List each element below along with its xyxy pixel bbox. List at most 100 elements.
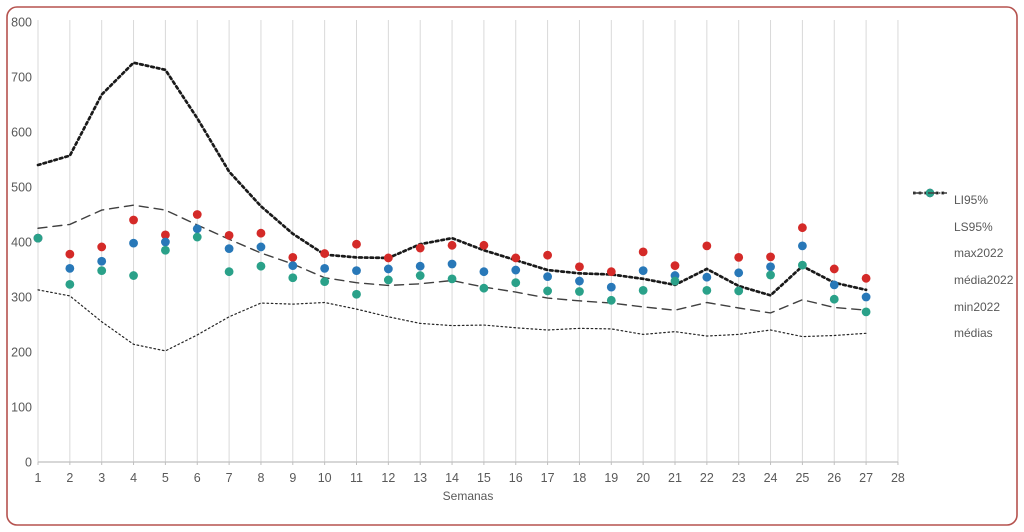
legend: LI95% LS95% max2022 média2022 min2022 médias bbox=[912, 187, 1013, 347]
x-tick-label: 26 bbox=[827, 471, 841, 485]
point-min2022 bbox=[479, 283, 489, 293]
y-tick-label: 400 bbox=[11, 236, 32, 250]
point-max2022 bbox=[702, 241, 712, 251]
point-min2022 bbox=[511, 278, 521, 288]
y-tick-label: 200 bbox=[11, 346, 32, 360]
legend-label: LS95% bbox=[954, 219, 993, 234]
point-max2022 bbox=[861, 273, 871, 283]
x-tick-label: 22 bbox=[700, 471, 714, 485]
series-line-LS95% bbox=[36, 61, 868, 297]
x-tick-label: 11 bbox=[350, 471, 363, 485]
point-média2022 bbox=[798, 241, 807, 251]
point-média2022 bbox=[511, 265, 521, 275]
point-min2022 bbox=[161, 245, 170, 255]
point-min2022 bbox=[65, 279, 75, 289]
point-min2022 bbox=[129, 271, 138, 280]
point-média2022 bbox=[575, 276, 584, 286]
point-min2022 bbox=[766, 270, 775, 280]
point-min2022 bbox=[638, 286, 648, 295]
point-média2022 bbox=[97, 256, 107, 266]
point-min2022 bbox=[798, 260, 807, 270]
y-tick-label: 100 bbox=[11, 401, 32, 415]
point-média2022 bbox=[224, 244, 234, 254]
point-max2022 bbox=[383, 253, 393, 263]
point-média2022 bbox=[320, 264, 330, 273]
y-tick-label: 500 bbox=[11, 181, 32, 195]
x-axis-title: Semanas bbox=[442, 489, 494, 503]
x-tick-label: 7 bbox=[226, 471, 233, 485]
point-min2022 bbox=[447, 274, 457, 284]
x-tick-label: 10 bbox=[318, 471, 332, 485]
x-tick-label: 4 bbox=[130, 471, 137, 485]
x-tick-label: 15 bbox=[477, 471, 491, 485]
point-média2022 bbox=[129, 238, 138, 248]
point-média2022 bbox=[383, 264, 393, 274]
x-tick-label: 16 bbox=[509, 471, 523, 485]
x-tick-label: 25 bbox=[795, 471, 809, 485]
point-min2022 bbox=[288, 273, 298, 283]
point-max2022 bbox=[575, 262, 584, 272]
point-min2022 bbox=[33, 233, 43, 243]
point-min2022 bbox=[606, 295, 616, 305]
point-min2022 bbox=[383, 275, 393, 285]
point-média2022 bbox=[415, 261, 425, 271]
legend-item-média2022: média2022 bbox=[912, 188, 1013, 294]
point-min2022 bbox=[702, 286, 712, 295]
point-média2022 bbox=[606, 282, 616, 292]
x-tick-label: 21 bbox=[668, 471, 682, 485]
x-tick-label: 5 bbox=[162, 471, 169, 485]
point-média2022 bbox=[161, 237, 170, 247]
point-max2022 bbox=[829, 264, 839, 274]
series-line-médias bbox=[37, 204, 867, 314]
x-tick-label: 3 bbox=[98, 471, 105, 485]
y-tick-label: 800 bbox=[11, 16, 32, 30]
point-max2022 bbox=[320, 249, 330, 258]
x-tick-label: 17 bbox=[541, 471, 555, 485]
point-média2022 bbox=[479, 267, 489, 277]
y-tick-label: 700 bbox=[11, 71, 32, 85]
point-max2022 bbox=[670, 261, 680, 271]
point-média2022 bbox=[447, 259, 457, 269]
point-média2022 bbox=[638, 266, 648, 275]
point-média2022 bbox=[829, 280, 839, 290]
x-tick-label: 28 bbox=[891, 471, 905, 485]
point-média2022 bbox=[288, 261, 298, 271]
point-max2022 bbox=[161, 230, 170, 240]
point-min2022 bbox=[829, 294, 839, 304]
x-tick-label: 18 bbox=[572, 471, 586, 485]
point-max2022 bbox=[415, 243, 425, 253]
legend-item-médias: médias bbox=[912, 192, 1013, 347]
point-min2022 bbox=[352, 289, 361, 299]
point-média2022 bbox=[702, 272, 712, 282]
legend-label: LI95% bbox=[954, 193, 989, 208]
point-max2022 bbox=[511, 253, 521, 263]
point-max2022 bbox=[798, 223, 807, 233]
point-média2022 bbox=[192, 224, 202, 234]
point-média2022 bbox=[543, 272, 552, 282]
legend-label: min2022 bbox=[954, 299, 1001, 314]
point-max2022 bbox=[766, 252, 775, 262]
point-min2022 bbox=[670, 276, 680, 286]
point-min2022 bbox=[415, 271, 425, 280]
point-max2022 bbox=[129, 215, 138, 225]
point-max2022 bbox=[543, 250, 552, 260]
x-tick-label: 2 bbox=[66, 471, 73, 485]
point-média2022 bbox=[861, 292, 871, 302]
point-min2022 bbox=[734, 286, 744, 296]
point-max2022 bbox=[97, 242, 107, 252]
x-tick-label: 9 bbox=[289, 471, 296, 485]
point-média2022 bbox=[734, 268, 744, 278]
point-média2022 bbox=[352, 266, 361, 275]
legend-item-LS95%: LS95% bbox=[912, 191, 1013, 241]
x-tick-label: 14 bbox=[445, 471, 459, 485]
y-tick-label: 300 bbox=[11, 291, 32, 305]
y-tick-label: 600 bbox=[11, 126, 32, 140]
x-tick-label: 24 bbox=[764, 471, 778, 485]
point-max2022 bbox=[224, 231, 234, 240]
x-tick-label: 6 bbox=[194, 471, 201, 485]
point-max2022 bbox=[288, 253, 298, 262]
point-max2022 bbox=[447, 240, 457, 250]
x-tick-label: 12 bbox=[381, 471, 395, 485]
chart-border bbox=[6, 6, 1018, 526]
